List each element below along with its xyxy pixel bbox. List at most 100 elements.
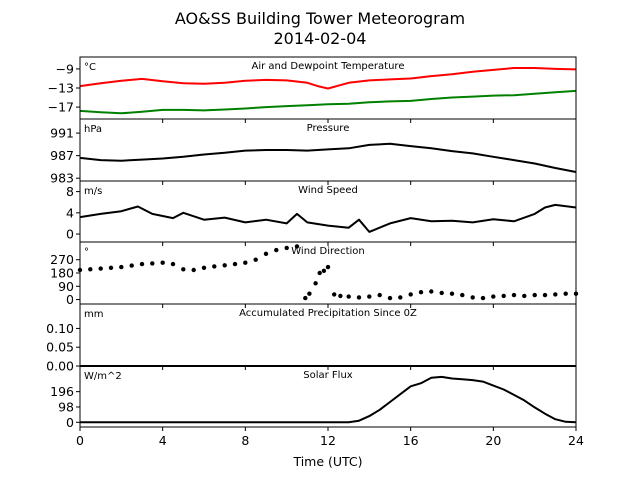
- panel-title: Wind Speed: [298, 185, 358, 196]
- data-point: [222, 263, 227, 268]
- panel-unit: hPa: [84, 124, 102, 135]
- data-point: [108, 265, 114, 270]
- panels-group: −9 −13 −17 °C Air and Dewpoint Temperature 99…: [46, 56, 579, 431]
- x-tick-label: 0: [76, 433, 84, 448]
- data-point: [356, 295, 362, 300]
- data-point: [398, 295, 403, 300]
- y-tick-label: 196: [50, 384, 74, 399]
- data-point: [201, 265, 207, 270]
- data-point: [170, 261, 176, 267]
- data-point: [439, 290, 444, 296]
- y-tick-label: −9: [56, 61, 74, 76]
- data-point: [346, 294, 351, 299]
- data-point: [98, 266, 103, 271]
- y-tick-label: −13: [48, 81, 74, 96]
- data-point: [563, 291, 568, 296]
- y-tick-label: 270: [50, 252, 74, 267]
- panel-temperature: −9 −13 −17 °C Air and Dewpoint Temperature: [48, 56, 577, 123]
- y-tick-label: 987: [50, 148, 74, 163]
- data-point: [367, 294, 372, 299]
- data-point: [284, 245, 289, 251]
- data-point: [338, 293, 343, 299]
- series-line-pressure-0: [79, 142, 577, 173]
- data-point: [542, 292, 548, 298]
- data-point: [387, 295, 393, 301]
- y-tick-label: 0.00: [46, 359, 74, 374]
- chart-title: AO&SS Building Tower Meteorogram: [175, 9, 465, 28]
- data-point: [460, 292, 465, 298]
- data-point: [418, 290, 424, 295]
- data-point: [263, 251, 269, 256]
- y-tick-label: 991: [50, 126, 74, 141]
- panel-precipitation: 0.10 0.05 0.00 mm Accumulated Precipitation …: [46, 303, 577, 374]
- data-point: [501, 293, 506, 299]
- data-point: [532, 292, 537, 298]
- y-tick-label: 983: [50, 171, 74, 186]
- data-point: [491, 294, 496, 299]
- x-tick-label: 12: [320, 433, 336, 448]
- data-point: [191, 267, 196, 273]
- y-tick-label: −17: [48, 100, 74, 115]
- y-tick-label: 98: [58, 399, 74, 414]
- panel-pressure: 991 987 983 hPa Pressure: [50, 118, 577, 186]
- panel-unit: W/m^2: [84, 371, 122, 382]
- panel-title: Solar Flux: [303, 370, 353, 381]
- y-tick-label: 0.05: [46, 340, 74, 355]
- data-point: [317, 270, 322, 276]
- x-tick-label: 4: [159, 433, 167, 448]
- x-tick-label: 8: [241, 433, 249, 448]
- series-line-temperature-1: [79, 89, 577, 115]
- panel-title: Air and Dewpoint Temperature: [252, 61, 405, 72]
- y-tick-label: 0: [66, 415, 74, 430]
- data-point: [325, 264, 331, 270]
- x-tick-label: 16: [403, 433, 419, 448]
- data-point: [408, 292, 413, 297]
- data-point: [253, 257, 258, 262]
- data-point: [522, 293, 527, 299]
- y-tick-label: 4: [66, 205, 74, 220]
- data-point: [449, 291, 455, 296]
- data-point: [511, 292, 517, 298]
- y-tick-label: 90: [58, 279, 74, 294]
- data-point: [160, 260, 165, 265]
- data-point: [321, 268, 327, 273]
- data-point: [313, 281, 318, 286]
- data-point: [181, 267, 186, 272]
- panel-title: Accumulated Precipitation Since 0Z: [239, 308, 417, 319]
- x-tick-label: 20: [485, 433, 501, 448]
- y-tick-label: 8: [66, 184, 74, 199]
- data-point: [88, 267, 93, 272]
- data-point: [119, 264, 124, 270]
- panel-unit: mm: [84, 309, 103, 320]
- data-point: [243, 260, 248, 265]
- data-point: [307, 291, 312, 296]
- series-line-temperature-0: [79, 67, 577, 90]
- data-point: [129, 263, 134, 268]
- data-point: [377, 292, 382, 298]
- series-line-solar_flux-0: [80, 375, 577, 424]
- data-point: [470, 295, 475, 300]
- data-point: [553, 292, 558, 297]
- data-point: [139, 261, 145, 267]
- y-tick-label: 0.10: [46, 321, 74, 336]
- panel-title: Pressure: [307, 123, 350, 134]
- panel-unit: °: [84, 247, 89, 258]
- series-wind_direction-0: [77, 244, 579, 301]
- panel-wind_speed: 8 4 0 m/s Wind Speed: [66, 180, 577, 246]
- x-tick-label: 24: [568, 433, 584, 448]
- panel-unit: °C: [84, 62, 96, 73]
- y-tick-label: 0: [66, 292, 74, 307]
- data-point: [150, 261, 155, 266]
- data-point: [480, 295, 486, 301]
- y-tick-label: 0: [66, 227, 74, 242]
- x-axis-label: Time (UTC): [292, 454, 362, 469]
- panel-title: Wind Direction: [291, 246, 365, 257]
- panel-unit: m/s: [84, 186, 102, 197]
- data-point: [274, 247, 279, 253]
- x-axis: 0 4 8 12 16 20 24: [76, 433, 584, 448]
- series-line-wind_speed-0: [79, 203, 577, 233]
- data-point: [212, 264, 217, 269]
